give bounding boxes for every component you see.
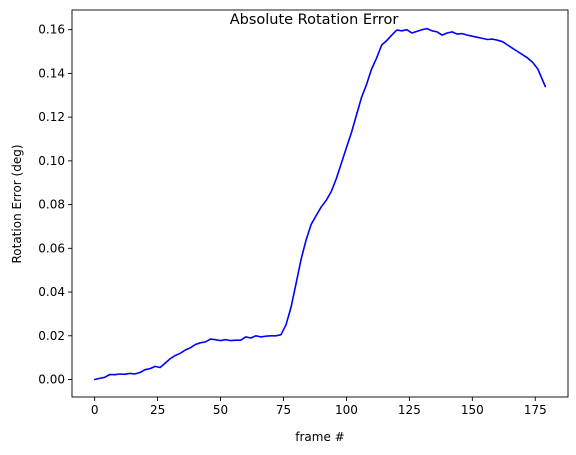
y-tick-label: 0.06	[38, 241, 65, 255]
x-tick-label: 50	[213, 403, 228, 417]
x-tick-label: 25	[150, 403, 165, 417]
y-tick-label: 0.04	[38, 285, 65, 299]
y-axis-label: Rotation Error (deg)	[10, 144, 24, 263]
x-tick-label: 100	[335, 403, 358, 417]
y-tick-label: 0.14	[38, 66, 65, 80]
x-tick-label: 175	[524, 403, 547, 417]
rotation-error-line	[93, 27, 547, 381]
y-tick-label: 0.16	[38, 23, 65, 37]
chart-title: Absolute Rotation Error	[230, 12, 399, 28]
x-tick-label: 125	[398, 403, 421, 417]
x-tick-label: 75	[276, 403, 291, 417]
x-tick-label: 150	[461, 403, 484, 417]
x-axis-ticks: 0 25 50 75 100 125 150 175	[91, 397, 547, 417]
y-axis-ticks: 0.00 0.02 0.04 0.06 0.08 0.10 0.12 0.14 0.16	[38, 23, 72, 387]
series-layer	[93, 27, 547, 381]
x-tick-label: 0	[91, 403, 99, 417]
y-tick-label: 0.08	[38, 198, 65, 212]
x-axis-label: frame #	[295, 430, 344, 444]
y-tick-label: 0.00	[38, 373, 65, 387]
plot-frame	[71, 9, 569, 398]
y-tick-label: 0.02	[38, 329, 65, 343]
y-tick-label: 0.12	[38, 110, 65, 124]
y-tick-label: 0.10	[38, 154, 65, 168]
